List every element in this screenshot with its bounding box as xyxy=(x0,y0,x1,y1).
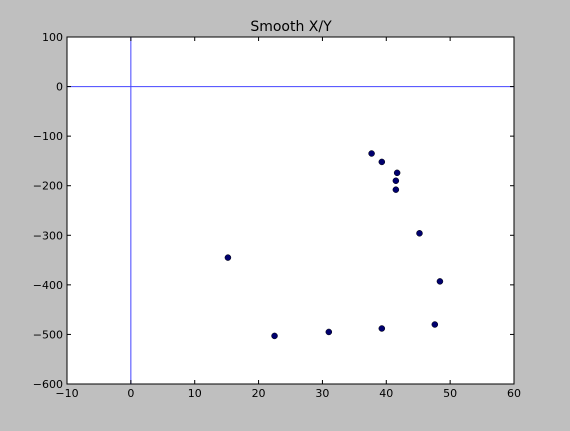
scatter-point xyxy=(393,169,401,177)
scatter-point xyxy=(431,321,439,328)
plot-area xyxy=(66,36,515,385)
scatter-point xyxy=(416,230,423,237)
scatter-point xyxy=(392,186,400,193)
scatter-point xyxy=(392,177,400,185)
scatter-point xyxy=(378,158,386,166)
scatter-point xyxy=(325,328,333,336)
scatter-point xyxy=(378,325,386,332)
x-tick-label: 10 xyxy=(188,387,202,400)
axis-ticks xyxy=(66,36,515,385)
tick-labels: −10 0 10 20 30 40 50 601000−100−200−300−400−500… xyxy=(33,31,521,400)
y-tick-label: −200 xyxy=(33,180,63,193)
scatter-point xyxy=(224,254,232,261)
x-tick-label: −10 xyxy=(55,387,78,400)
y-tick-label: −600 xyxy=(33,378,63,391)
x-tick-label: 0 xyxy=(127,387,134,400)
x-tick-label: 30 xyxy=(315,387,329,400)
y-tick-label: 100 xyxy=(42,31,63,44)
x-tick-label: 20 xyxy=(252,387,266,400)
chart-title: Smooth X/Y xyxy=(250,19,332,35)
x-tick-label: 50 xyxy=(443,387,457,400)
y-tick-label: −500 xyxy=(33,328,63,341)
scatter-point xyxy=(271,332,278,340)
scatter-point xyxy=(368,150,375,157)
x-tick-label: 40 xyxy=(379,387,393,400)
scatter-point xyxy=(436,278,444,285)
reference-lines xyxy=(67,37,514,384)
y-tick-label: 0 xyxy=(56,81,63,94)
data-points xyxy=(224,150,444,340)
y-tick-label: −100 xyxy=(33,130,63,143)
y-tick-label: −300 xyxy=(33,229,63,242)
y-tick-label: −400 xyxy=(33,279,63,292)
x-tick-label: 60 xyxy=(507,387,521,400)
